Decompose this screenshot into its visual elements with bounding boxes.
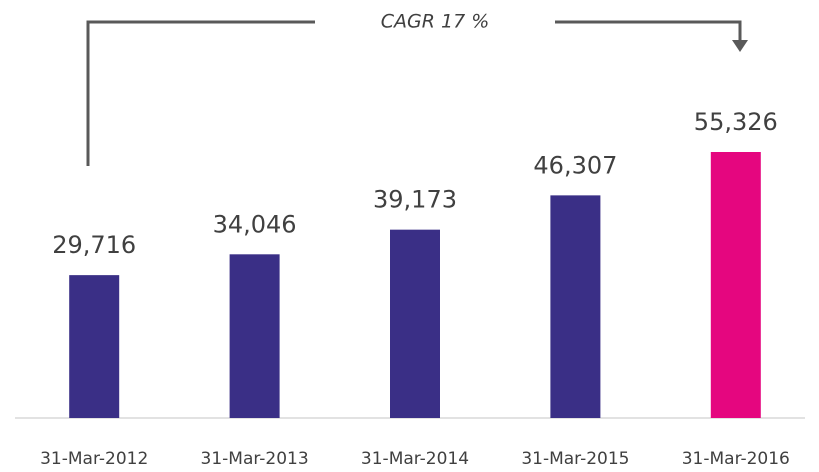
x-tick-label: 31-Mar-2014 xyxy=(361,449,469,469)
bar xyxy=(390,229,440,418)
bar xyxy=(710,152,761,418)
value-label: 55,326 xyxy=(694,108,778,136)
x-tick-label: 31-Mar-2015 xyxy=(521,449,629,469)
cagr-bracket xyxy=(86,20,315,166)
x-tick-label: 31-Mar-2012 xyxy=(40,449,148,469)
value-label: 46,307 xyxy=(533,151,617,179)
value-label: 29,716 xyxy=(52,231,136,259)
bar xyxy=(229,254,280,418)
cagr-arrow xyxy=(732,40,748,52)
value-label: 34,046 xyxy=(213,210,297,238)
value-label: 39,173 xyxy=(373,186,457,214)
x-tick-label: 31-Mar-2016 xyxy=(682,449,790,469)
bar xyxy=(69,275,120,418)
cagr-annotation: CAGR 17 % xyxy=(381,11,490,33)
cagr-bracket xyxy=(555,20,742,40)
x-tick-label: 31-Mar-2013 xyxy=(201,449,309,469)
bar xyxy=(550,195,601,418)
